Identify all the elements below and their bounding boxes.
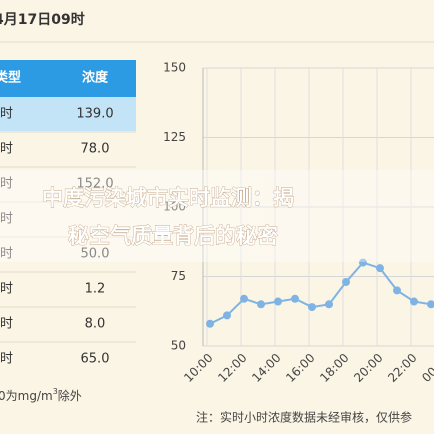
y-tick-label: 50	[171, 339, 186, 353]
row-label: 时	[0, 107, 13, 122]
y-tick-label: 75	[171, 269, 186, 283]
date: 4月17日09时	[0, 11, 85, 28]
point	[325, 300, 333, 309]
column-header: 类型	[0, 70, 21, 86]
row-value: 8.0	[85, 317, 106, 332]
point	[308, 303, 316, 312]
row-label: 时	[0, 317, 13, 332]
footnote: 0为mg/m3除外	[0, 387, 82, 403]
table-header	[0, 60, 136, 97]
y-tick-label: 150	[163, 61, 186, 75]
row-value: 78.0	[81, 142, 110, 157]
banner	[0, 170, 434, 262]
row-value: 65.0	[81, 352, 110, 367]
note: 注：实时小时浓度数据未经审核，仅供参	[196, 410, 412, 425]
point	[342, 278, 350, 287]
banner-title: 秘空气质量背后的秘密	[68, 224, 278, 248]
point	[223, 311, 231, 320]
row-label: 时	[0, 142, 13, 157]
point	[240, 294, 248, 303]
y-tick-label: 125	[163, 130, 186, 144]
row-value: 139.0	[76, 107, 113, 122]
column-header: 浓度	[82, 70, 109, 86]
row-highlight	[0, 97, 136, 131]
row-value: 1.2	[85, 282, 106, 297]
row-label: 时	[0, 352, 13, 367]
point	[410, 297, 418, 306]
point	[206, 319, 214, 328]
point	[274, 297, 282, 306]
banner-title: 中度污染城市实时监测：揭	[42, 186, 294, 210]
row-label: 时	[0, 282, 13, 297]
point	[376, 264, 384, 273]
point	[291, 294, 299, 303]
point	[427, 300, 434, 309]
point	[257, 300, 265, 309]
point	[393, 286, 401, 295]
